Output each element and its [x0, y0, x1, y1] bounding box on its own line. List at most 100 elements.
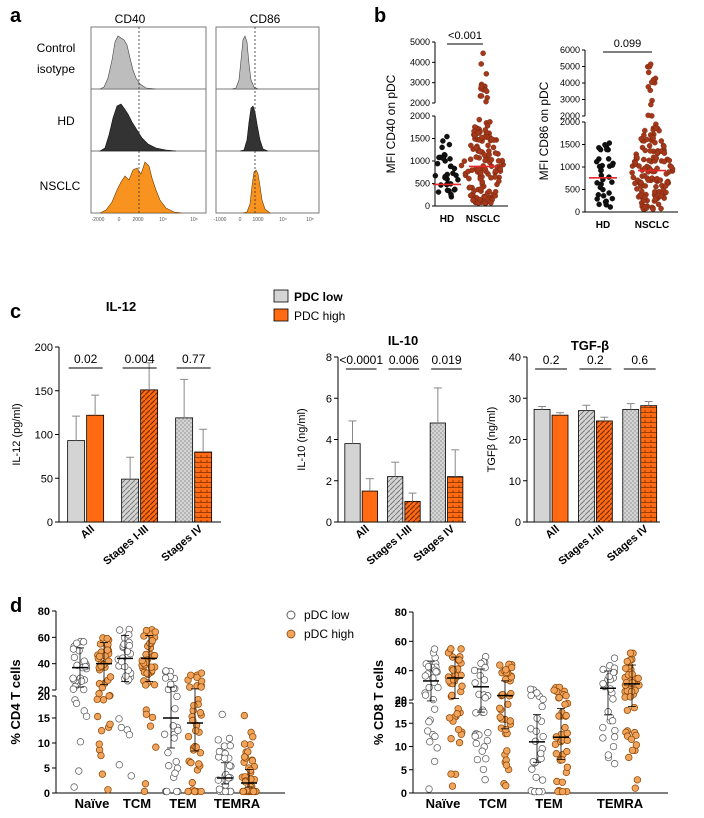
data-point [497, 166, 503, 172]
data-point [477, 196, 483, 203]
data-point [502, 782, 510, 790]
data-point [630, 174, 637, 181]
data-point [239, 787, 247, 796]
histogram-cd86-hd [239, 105, 269, 152]
data-point [444, 187, 451, 194]
data-point [152, 743, 160, 751]
bar-pdc-low [121, 478, 140, 523]
data-point [444, 133, 450, 140]
data-point [461, 158, 468, 164]
data-point [657, 177, 664, 183]
data-point [116, 626, 124, 634]
data-point [171, 769, 179, 777]
data-point [440, 155, 447, 162]
data-point [440, 138, 446, 144]
ytick-label: 0 [326, 517, 332, 529]
ytick-label-low: 20 [38, 691, 50, 703]
data-point [471, 188, 477, 194]
data-point [146, 722, 155, 730]
ytick-label-high: 5000 [410, 37, 430, 47]
bar-pdc-high [640, 405, 658, 523]
data-point [663, 189, 669, 196]
data-point [627, 735, 636, 743]
data-point [478, 83, 485, 90]
ytick-label-low: 15 [395, 718, 407, 730]
data-point [426, 738, 434, 746]
category-label: TEMRA [214, 796, 261, 811]
data-point [634, 186, 640, 192]
pvalue-label: 0.019 [432, 353, 462, 367]
data-point [481, 663, 489, 672]
data-point [596, 144, 602, 151]
data-point [628, 746, 637, 755]
data-point [125, 642, 134, 650]
data-point [502, 725, 510, 734]
data-point [552, 750, 560, 758]
data-point [626, 693, 635, 701]
data-point [173, 692, 181, 701]
data-point [646, 143, 653, 149]
cd86-xtick-2: 1000 [252, 217, 263, 223]
data-point [421, 672, 429, 680]
data-point [496, 178, 502, 184]
data-point [593, 158, 600, 165]
data-point [225, 734, 234, 743]
data-point [471, 679, 479, 687]
bar-pdc-high [361, 490, 378, 523]
data-point [458, 682, 466, 690]
data-point [658, 205, 664, 212]
ytick-label-low: 0 [44, 788, 50, 800]
cd86-xtick-4: 10⁵ [306, 217, 314, 223]
data-point [605, 156, 612, 162]
data-point [602, 142, 608, 148]
data-point [502, 761, 511, 769]
data-point [483, 98, 489, 105]
data-point [171, 705, 179, 713]
data-point [479, 134, 485, 141]
data-point [492, 189, 499, 195]
data-point [161, 674, 170, 682]
histogram-cd40-control [99, 35, 157, 90]
data-point [148, 713, 157, 722]
data-point [444, 171, 451, 178]
points-pdc-high [238, 711, 260, 796]
data-point [421, 691, 430, 699]
data-point [625, 753, 633, 762]
data-point [69, 685, 77, 693]
data-point [162, 667, 170, 675]
hd-points [432, 133, 461, 200]
ytick-label-low: 1500 [410, 134, 430, 144]
category-label: HD [596, 220, 610, 231]
data-point [496, 713, 504, 721]
panel-c-label: c [10, 301, 21, 323]
pvalue-label: 0.2 [543, 353, 560, 367]
data-point [447, 735, 455, 743]
data-point [174, 726, 182, 735]
data-point [661, 150, 668, 156]
data-point [115, 761, 123, 769]
data-point [562, 692, 570, 700]
data-point [623, 706, 632, 715]
data-point [504, 700, 512, 708]
data-point [561, 700, 569, 708]
data-point [609, 668, 618, 677]
data-point [445, 714, 454, 722]
ytick-label-low: 5 [401, 765, 407, 777]
data-point [221, 787, 230, 796]
category-label: Stages I-III [101, 523, 151, 568]
data-point [140, 632, 148, 640]
data-point [599, 665, 607, 674]
ytick-label-low: 10 [38, 738, 50, 750]
chart-title: IL-12 [106, 299, 136, 314]
data-point [647, 148, 653, 154]
data-point [645, 84, 652, 90]
histo-frame-cd86-nsclc [215, 150, 320, 214]
ytick-label: 150 [35, 386, 53, 398]
data-point [654, 150, 661, 156]
data-point [70, 653, 79, 662]
data-point [481, 776, 489, 784]
y-axis-title: IL-12 (pg/ml) [11, 403, 23, 465]
ytick-label-high: 5000 [560, 62, 580, 72]
data-point [195, 760, 203, 768]
data-point [148, 637, 156, 645]
